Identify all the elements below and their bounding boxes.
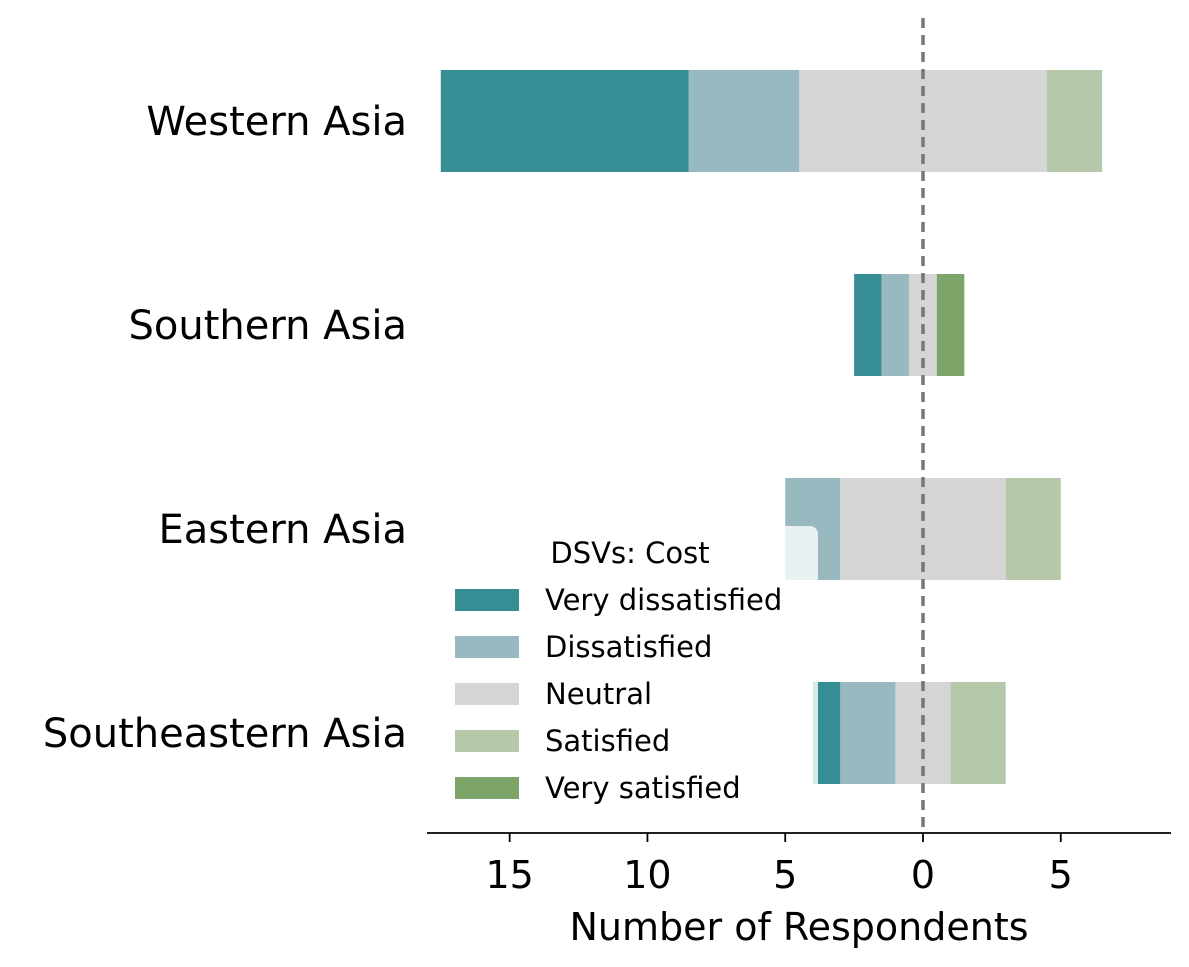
legend-swatch-satisfied (455, 730, 519, 752)
category-label-western-asia: Western Asia (146, 99, 407, 145)
legend-label-neutral: Neutral (545, 677, 652, 711)
legend-label-dissatisfied: Dissatisfied (545, 630, 712, 664)
bar-western-asia-dissatisfied (688, 70, 799, 172)
x-axis-ticks: 15 10 5 0 5 (485, 833, 1073, 897)
x-tick-label: 15 (485, 853, 533, 897)
category-label-southeastern-asia: Southeastern Asia (43, 711, 407, 757)
legend-swatch-very-dissatisfied (455, 589, 519, 611)
x-tick-label: 5 (773, 853, 797, 897)
bar-southern-asia-very-dissatisfied (854, 274, 882, 376)
bar-eastern-asia-satisfied (1005, 478, 1061, 580)
category-label-southern-asia: Southern Asia (129, 303, 408, 349)
bar-southern-asia-very-satisfied (936, 274, 965, 376)
bar-southeastern-asia-dissatisfied (840, 682, 896, 784)
legend-label-very-dissatisfied: Very dissatisfied (545, 583, 782, 617)
legend-swatch-neutral (455, 683, 519, 705)
legend-title: DSVs: Cost (550, 536, 709, 570)
bar-western-asia-very-dissatisfied (440, 70, 689, 172)
x-axis-title: Number of Respondents (569, 905, 1028, 949)
x-tick-label: 10 (623, 853, 671, 897)
legend: DSVs: Cost Very dissatisfied Dissatisfied… (442, 526, 818, 814)
bar-western-asia-satisfied (1047, 70, 1103, 172)
legend-label-very-satisfied: Very satisfied (545, 771, 741, 805)
legend-background (442, 526, 818, 814)
legend-swatch-dissatisfied (455, 636, 519, 658)
legend-label-satisfied: Satisfied (545, 724, 670, 758)
category-labels: Western Asia Southern Asia Eastern Asia Sou… (43, 99, 407, 757)
x-tick-label: 0 (911, 853, 935, 897)
legend-items: Very dissatisfied Dissatisfied Neutral Sati… (455, 583, 782, 805)
category-label-eastern-asia: Eastern Asia (158, 507, 407, 553)
x-tick-label: 5 (1049, 853, 1073, 897)
bar-southeastern-asia-satisfied (950, 682, 1006, 784)
bar-southern-asia-dissatisfied (881, 274, 910, 376)
legend-swatch-very-satisfied (455, 777, 519, 799)
